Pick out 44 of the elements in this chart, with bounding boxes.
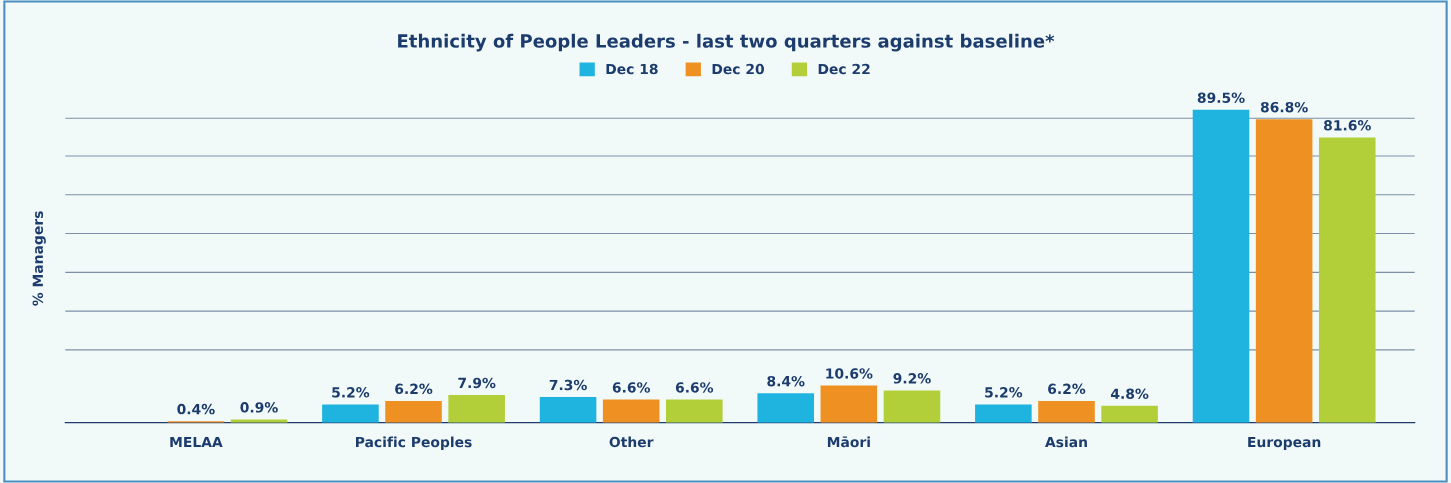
bar [1101, 405, 1158, 423]
bar [1192, 109, 1250, 423]
data-label: 7.9% [458, 377, 496, 389]
chart-title: Ethnicity of People Leaders - last two quarters against baseline* [398, 33, 1055, 52]
data-label: 89.5% [1197, 92, 1245, 103]
bar [1038, 400, 1095, 423]
x-tick-label: Pacific Peoples [356, 436, 472, 450]
bar [666, 399, 723, 423]
bar [1318, 137, 1376, 423]
bar [820, 385, 878, 423]
data-label: 5.2% [332, 387, 370, 398]
data-label: 10.6% [826, 368, 873, 379]
bar [883, 390, 941, 423]
x-tick-label: MELAA [170, 436, 223, 448]
legend-label: Dec 20 [712, 63, 765, 75]
data-label: 0.4% [177, 403, 215, 415]
data-label: 5.2% [985, 387, 1023, 398]
legend-label: Dec 22 [818, 63, 870, 75]
data-label: 81.6% [1324, 120, 1371, 131]
data-label: 4.8% [1110, 388, 1149, 399]
x-tick-label: Asian [1045, 436, 1087, 448]
data-label: 86.8% [1260, 101, 1308, 113]
bar [385, 400, 442, 423]
data-label: 6.6% [612, 382, 650, 393]
bar [230, 419, 288, 423]
data-label: 6.6% [675, 382, 714, 393]
x-tick-label: Other [609, 436, 654, 448]
data-label: 0.9% [240, 402, 278, 413]
bar [1255, 119, 1313, 423]
bar [975, 404, 1032, 423]
y-axis-title: % Managers [32, 211, 46, 306]
data-label: 9.2% [893, 373, 931, 384]
x-tick-label: European [1248, 436, 1321, 450]
legend-label: Dec 18 [606, 63, 658, 75]
bar [757, 393, 815, 423]
bar [448, 395, 505, 423]
data-label: 7.3% [549, 379, 587, 391]
x-tick-label: Māori [827, 436, 870, 448]
bar [602, 399, 660, 423]
data-label: 6.2% [395, 383, 433, 395]
data-label: 6.2% [1048, 383, 1086, 395]
data-label: 8.4% [767, 375, 805, 387]
bar [322, 404, 379, 423]
bar [539, 397, 597, 423]
